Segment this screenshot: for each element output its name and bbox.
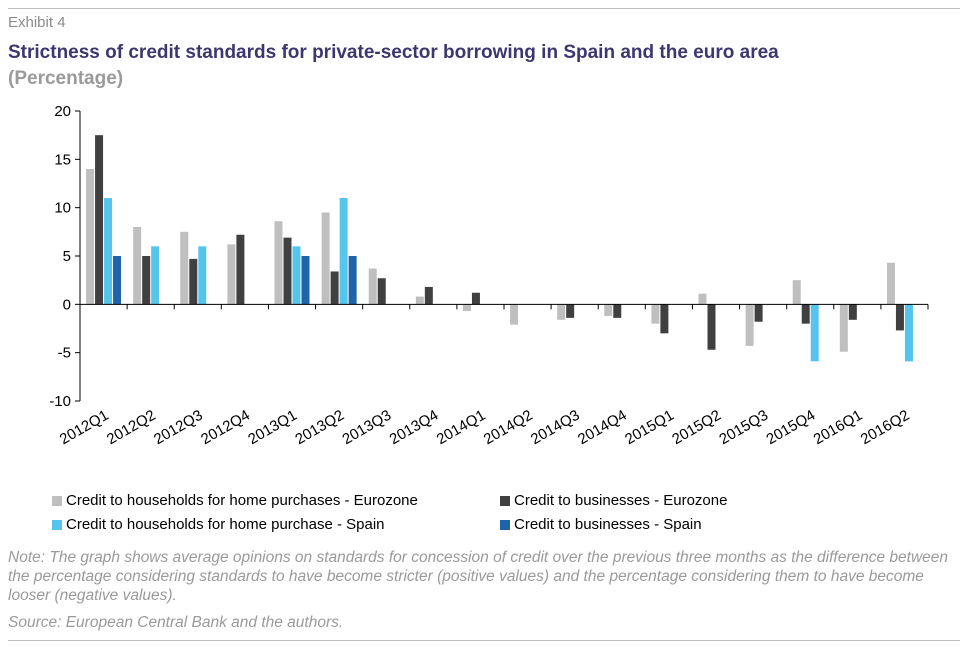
y-axis: 20 15 10 5 0 -5 -10 — [49, 103, 81, 410]
y-tick-label: 15 — [54, 151, 71, 168]
legend-label: Credit to businesses - Spain — [514, 516, 702, 533]
bar-2012Q1-s0 — [86, 169, 95, 305]
x-tick-label: 2012Q2 — [104, 407, 159, 448]
x-tick-label: 2014Q3 — [528, 407, 583, 448]
legend-swatch — [500, 519, 510, 530]
legend-label: Credit to businesses - Eurozone — [514, 492, 728, 509]
chart-note: Note: The graph shows average opinions o… — [8, 549, 949, 604]
bar-2015Q4-s1 — [801, 304, 810, 324]
bar-2015Q2-s0 — [698, 293, 707, 305]
bar-2016Q2-s1 — [895, 304, 904, 331]
x-tick-label: 2012Q1 — [57, 407, 112, 448]
x-tick-label: 2013Q1 — [245, 407, 300, 448]
bar-2015Q4-s2 — [810, 304, 819, 362]
bar-2012Q1-s1 — [95, 135, 104, 305]
x-tick-label: 2015Q3 — [716, 407, 771, 448]
x-tick-label: 2013Q4 — [387, 407, 442, 448]
bar-2014Q4-s0 — [604, 304, 613, 316]
legend-label: Credit to households for home purchases … — [66, 492, 418, 509]
bar-2012Q1-s3 — [113, 256, 122, 305]
bar-2013Q2-s0 — [321, 212, 330, 305]
chart-subtitle: (Percentage) — [8, 68, 124, 89]
bar-2012Q4-s0 — [227, 244, 236, 305]
bar-2016Q2-s0 — [886, 262, 895, 305]
legend-item-households-spain: Credit to households for home purchase -… — [52, 516, 385, 533]
x-axis: 2012Q12012Q22012Q32012Q42013Q12013Q22013… — [57, 303, 929, 448]
legend-item-businesses-spain: Credit to businesses - Spain — [500, 516, 702, 533]
bar-2016Q1-s0 — [839, 304, 848, 352]
bar-2014Q3-s1 — [566, 304, 575, 318]
bar-2015Q2-s1 — [707, 304, 716, 350]
y-tick-label: 10 — [54, 200, 71, 217]
bar-2013Q3-s1 — [377, 278, 386, 305]
bar-2015Q4-s0 — [792, 280, 801, 305]
bar-2013Q4-s1 — [424, 286, 433, 305]
x-tick-label: 2013Q2 — [292, 407, 347, 448]
bar-2016Q1-s1 — [848, 304, 857, 320]
legend-swatch — [500, 495, 510, 506]
x-tick-label: 2013Q3 — [339, 407, 394, 448]
bar-2013Q3-s0 — [368, 268, 377, 305]
bar-2012Q3-s0 — [180, 231, 189, 305]
bar-2012Q1-s2 — [104, 198, 113, 305]
x-tick-label: 2015Q2 — [669, 407, 724, 448]
bottom-rule — [8, 640, 960, 641]
bar-2012Q3-s2 — [198, 246, 207, 305]
bar-2013Q2-s2 — [339, 198, 348, 305]
chart-source: Source: European Central Bank and the au… — [8, 614, 344, 631]
bar-2013Q2-s3 — [348, 256, 357, 305]
bar-2012Q2-s1 — [142, 256, 151, 305]
bar-2012Q2-s2 — [151, 246, 160, 305]
x-tick-label: 2014Q2 — [481, 407, 536, 448]
x-tick-label: 2014Q1 — [434, 407, 489, 448]
y-tick-label: 5 — [63, 248, 71, 265]
y-tick-label: 20 — [54, 103, 71, 120]
bar-2012Q4-s1 — [236, 234, 245, 305]
bar-2013Q1-s1 — [283, 237, 292, 305]
exhibit-label: Exhibit 4 — [8, 14, 66, 31]
legend-swatch — [52, 519, 62, 530]
bar-2013Q1-s0 — [274, 221, 283, 305]
x-tick-label: 2016Q1 — [811, 407, 866, 448]
top-rule — [8, 8, 960, 9]
bar-2014Q3-s0 — [557, 304, 566, 320]
bar-2015Q3-s0 — [745, 304, 754, 346]
chart-title: Strictness of credit standards for priva… — [8, 42, 779, 63]
x-tick-label: 2015Q4 — [763, 407, 818, 448]
bar-2013Q1-s2 — [292, 246, 301, 305]
x-tick-label: 2014Q4 — [575, 407, 630, 448]
y-tick-label: -10 — [49, 393, 71, 410]
x-tick-label: 2015Q1 — [622, 407, 677, 448]
bar-2015Q1-s1 — [660, 304, 669, 334]
bar-2014Q1-s0 — [462, 304, 471, 312]
bar-2014Q4-s1 — [613, 304, 622, 318]
bar-2015Q3-s1 — [754, 304, 763, 322]
bar-2016Q2-s2 — [904, 304, 913, 362]
bars — [86, 135, 913, 362]
bar-2013Q2-s1 — [330, 271, 339, 305]
y-tick-label: 0 — [63, 296, 71, 313]
bar-2015Q1-s0 — [651, 304, 660, 324]
bar-2012Q3-s1 — [189, 258, 198, 305]
bar-2014Q2-s0 — [510, 304, 519, 325]
legend-item-households-eurozone: Credit to households for home purchases … — [52, 492, 418, 509]
legend-label: Credit to households for home purchase -… — [66, 516, 385, 533]
bar-2012Q2-s0 — [133, 227, 142, 305]
x-tick-label: 2016Q2 — [858, 407, 913, 448]
bar-2013Q1-s3 — [301, 256, 310, 305]
legend-item-businesses-eurozone: Credit to businesses - Eurozone — [500, 492, 727, 509]
bar-2013Q4-s0 — [415, 296, 424, 305]
y-tick-label: -5 — [58, 345, 71, 362]
legend-swatch — [52, 495, 62, 506]
x-tick-label: 2012Q4 — [198, 407, 253, 448]
x-tick-label: 2012Q3 — [151, 407, 206, 448]
bar-2014Q1-s1 — [471, 292, 480, 305]
